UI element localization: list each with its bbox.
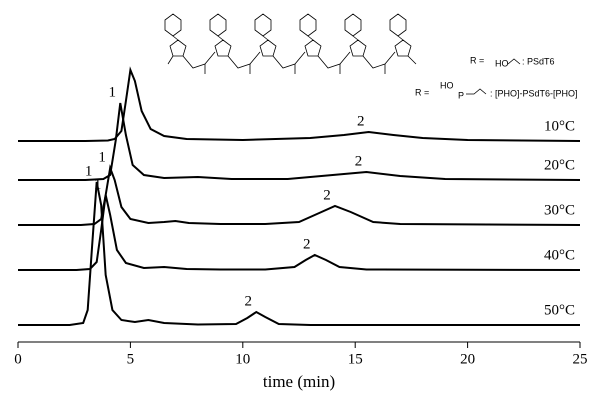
r2-bond <box>466 88 487 95</box>
series-label: 20°C <box>544 157 575 173</box>
x-tick-label: 5 <box>127 351 135 367</box>
r2-p: P <box>458 90 464 100</box>
peak-label: 2 <box>245 293 253 309</box>
r-label: R = <box>470 55 484 65</box>
peak-label: 2 <box>355 153 363 169</box>
peak-label: 1 <box>85 163 93 179</box>
peak-label: 2 <box>323 187 331 203</box>
trace <box>18 194 581 271</box>
peak-label: 2 <box>357 113 365 129</box>
r2-name: : [PHO]-PSdT6-[PHO] <box>490 88 578 98</box>
x-tick-label: 0 <box>14 351 22 367</box>
peak-label: 1 <box>98 149 106 165</box>
trace <box>18 181 580 326</box>
x-tick-label: 10 <box>235 351 250 367</box>
series-label: 40°C <box>544 247 575 263</box>
chemical-structure: R = HO : PSdT6 R = HO P : [PHO]-PSdT6-[P… <box>164 13 578 100</box>
peak-label: 1 <box>109 84 117 100</box>
r2-group: HO <box>440 80 454 90</box>
series-label: 30°C <box>544 202 575 218</box>
series-label: 10°C <box>544 118 575 134</box>
x-axis-title: time (min) <box>263 372 335 391</box>
structure-drawing <box>164 13 417 74</box>
trace <box>18 66 581 142</box>
series-label: 50°C <box>544 302 575 318</box>
r1-group: HO <box>495 58 509 68</box>
r1-name: : PSdT6 <box>522 56 555 66</box>
x-tick-label: 20 <box>460 351 475 367</box>
r1-bond <box>507 58 521 65</box>
x-tick-label: 25 <box>573 351 588 367</box>
peak-label: 2 <box>303 236 311 252</box>
x-tick-label: 15 <box>348 351 363 367</box>
r2-label: R = <box>415 87 429 97</box>
